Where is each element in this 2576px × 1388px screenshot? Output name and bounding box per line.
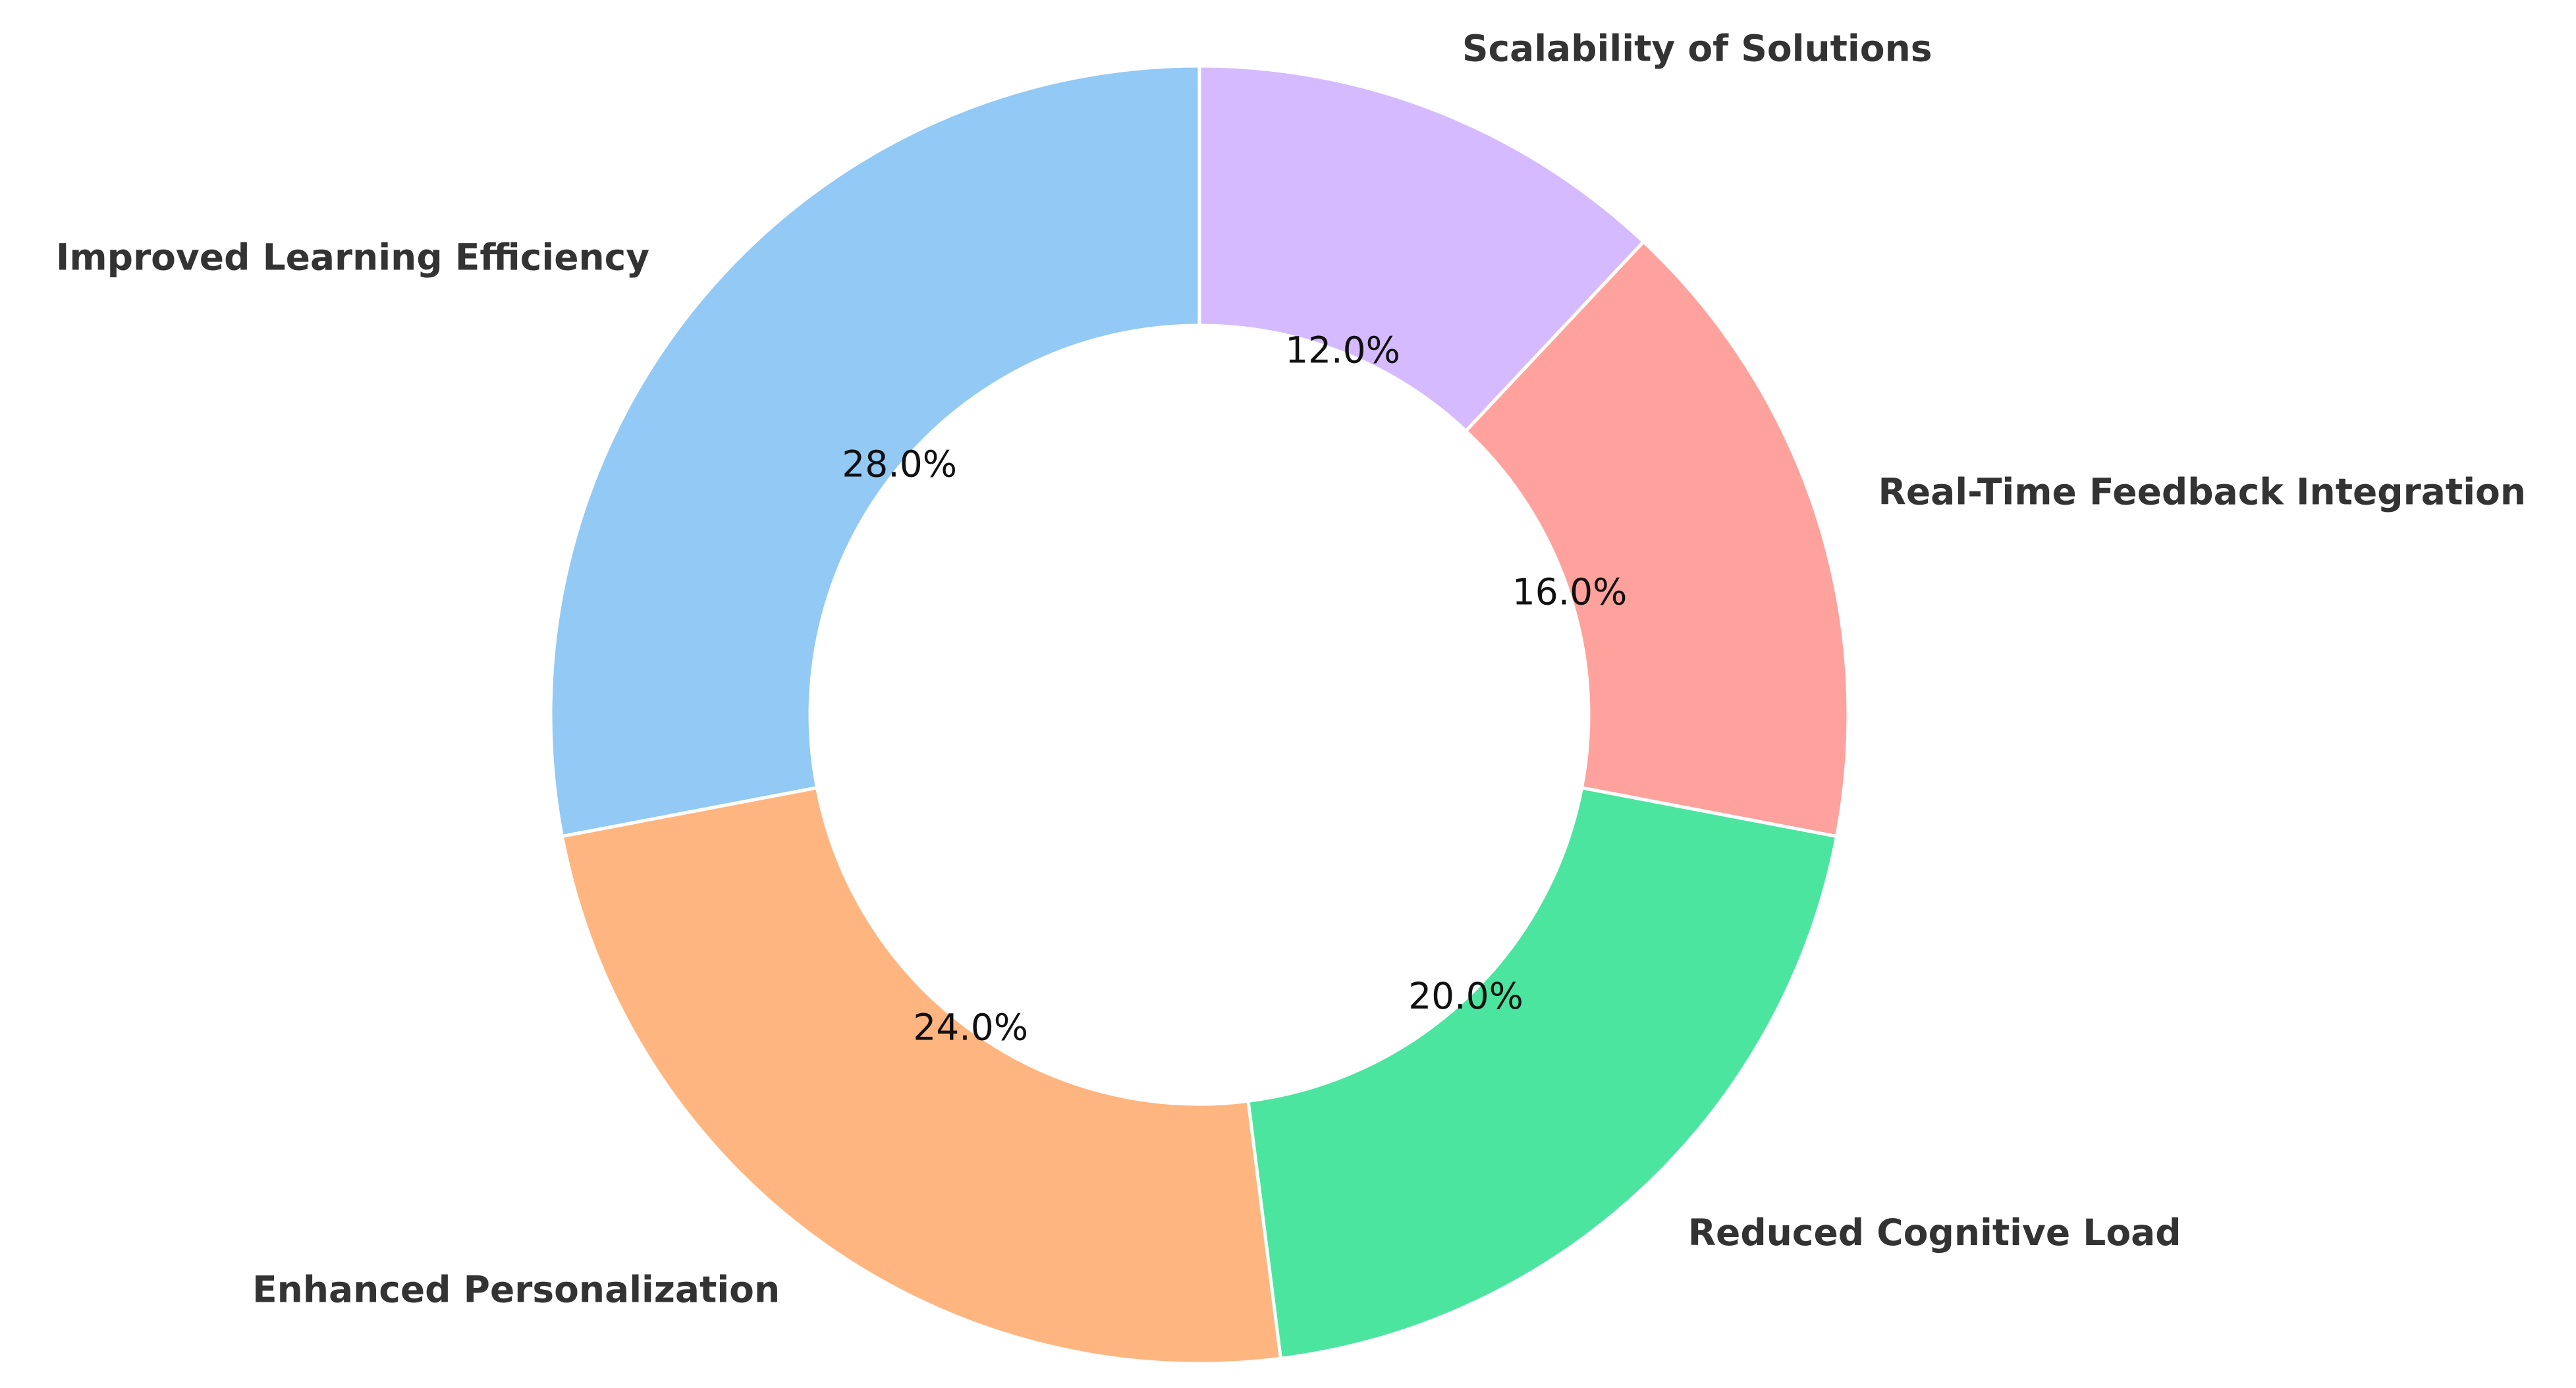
percent-label: 16.0%	[1512, 571, 1628, 613]
slice-label: Real-Time Feedback Integration	[1878, 470, 2526, 513]
percent-label: 28.0%	[842, 443, 957, 485]
slice-label: Reduced Cognitive Load	[1688, 1211, 2181, 1254]
percent-label: 20.0%	[1408, 975, 1523, 1017]
donut-slice	[1464, 239, 1850, 839]
percent-label: 24.0%	[913, 1006, 1028, 1048]
donut-slice	[1246, 785, 1839, 1361]
donut-slice	[549, 64, 1201, 839]
donut-slice	[1197, 64, 1646, 433]
percent-label: 12.0%	[1285, 329, 1400, 372]
slice-label: Enhanced Personalization	[252, 1269, 780, 1311]
slice-label: Improved Learning Efficiency	[56, 236, 649, 278]
slice-label: Scalability of Solutions	[1462, 28, 1932, 70]
donut-slice	[560, 785, 1283, 1366]
